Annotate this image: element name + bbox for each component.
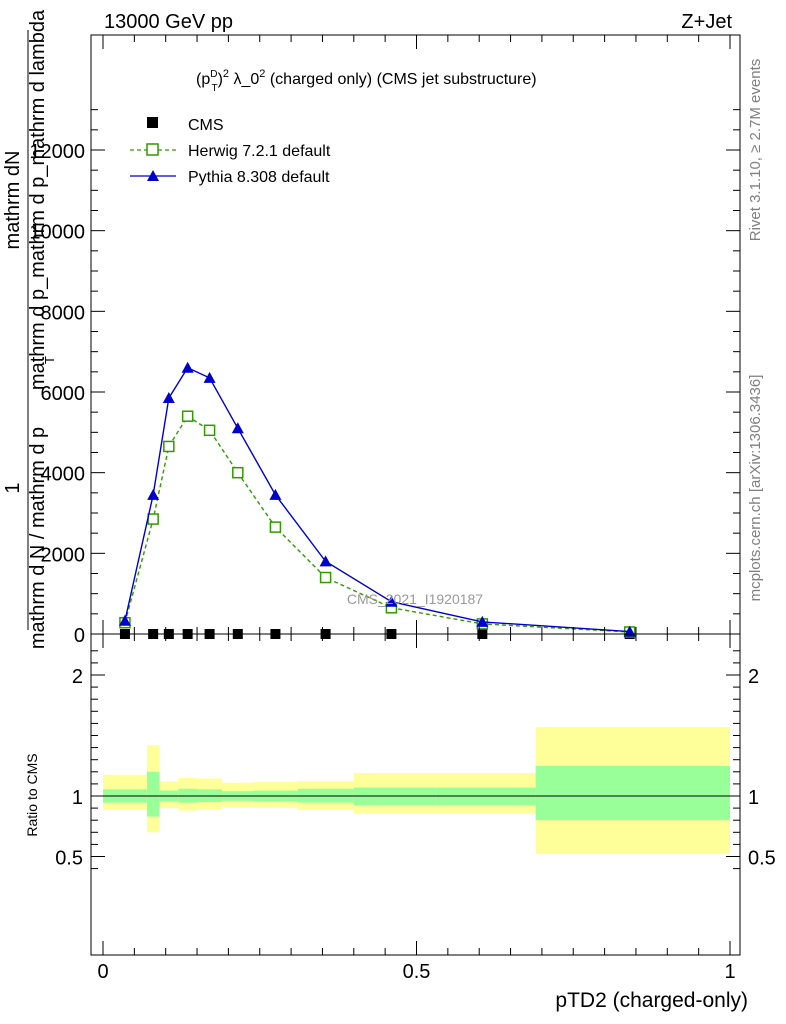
main-ytick-label: 2000 [41,544,86,566]
pythia-point [476,615,489,627]
ylabel-denominator: mathrm d p_mathrm d p_mathrm d lambda [27,9,49,390]
legend-label-pythia: Pythia 8.308 default [188,169,330,186]
ratio-ytick-label-right: 1 [748,787,759,809]
main-ytick-label: 0 [74,625,85,647]
main-panel: 0 2000 4000 6000 8000 10000 12000 (pD T)2 λ_02 … [2,9,741,649]
ratio-xtick-label: 1 [724,961,735,983]
main-ytick-label: 10000 [29,222,85,244]
herwig-point [269,521,282,533]
pythia-point [269,488,282,500]
ratio-ytick-label-right: 2 [748,666,759,688]
ylabel-denominator-sub: T [42,356,57,364]
ratio-panel: 0.5 0.5 1 1 2 2 0 0.5 1 Ratio to CMS pTD2 (char… [24,633,776,1012]
header-right: Z+Jet [681,11,732,33]
ylabel-one: 1 [2,482,24,493]
ratio-ytick-label: 2 [72,666,83,688]
herwig-point [147,513,159,525]
header-left: 13000 GeV pp [104,11,233,33]
ratio-ytick-label: 0.5 [55,848,83,870]
rivet-label: Rivet 3.1.10, ≥ 2.7M events [747,59,764,242]
main-ytick-label: 4000 [41,464,86,486]
legend-marker-herwig [146,143,159,156]
pythia-point [231,422,244,434]
pythia-point [203,371,216,383]
ylabel-top: mathrm dN [2,151,24,250]
legend-label-cms: CMS [188,117,224,134]
legend-marker-cms [147,117,158,128]
pythia-point [319,555,332,567]
ratio-xtick-label: 0 [97,961,108,983]
ratio-stat-band [535,765,730,821]
legend: CMS Herwig 7.2.1 default Pythia 8.308 de… [130,117,331,186]
x-axis-label: pTD2 (charged-only) [555,989,748,1012]
herwig-point [319,571,332,584]
ratio-ytick-label: 1 [72,787,83,809]
pythia-point [147,488,160,500]
main-ylabel: mathrm dN mathrm d p_mathrm d p_mathrm d… [2,9,57,649]
pythia-point [162,392,175,404]
herwig-point [163,440,175,453]
main-title: (pD T)2 λ_02 (charged only) (CMS jet subs… [196,68,537,94]
pythia-point [385,595,398,607]
ratio-stat-band [146,771,160,817]
legend-marker-pythia [147,170,159,181]
pythia-point [181,361,194,373]
herwig-point [203,424,216,437]
ratio-ytick-label-right: 0.5 [748,848,776,870]
legend-label-herwig: Herwig 7.2.1 default [188,143,331,160]
watermark: CMS_2021_I1920187 [347,591,483,607]
herwig-point [232,466,244,479]
main-ytick-label: 12000 [29,141,85,163]
ylabel-bottom: mathrm d N / mathrm d p [27,427,49,649]
pythia-point [118,614,131,626]
herwig-point [181,410,194,422]
main-ytick-label: 6000 [41,383,86,405]
ratio-ylabel: Ratio to CMS [24,753,40,836]
ratio-xtick-label: 0.5 [403,961,431,983]
mcplots-label: mcplots.cern.ch [arXiv:1306.3436] [747,375,764,602]
main-ytick-label: 8000 [41,302,86,324]
ratio-frame [90,633,741,956]
